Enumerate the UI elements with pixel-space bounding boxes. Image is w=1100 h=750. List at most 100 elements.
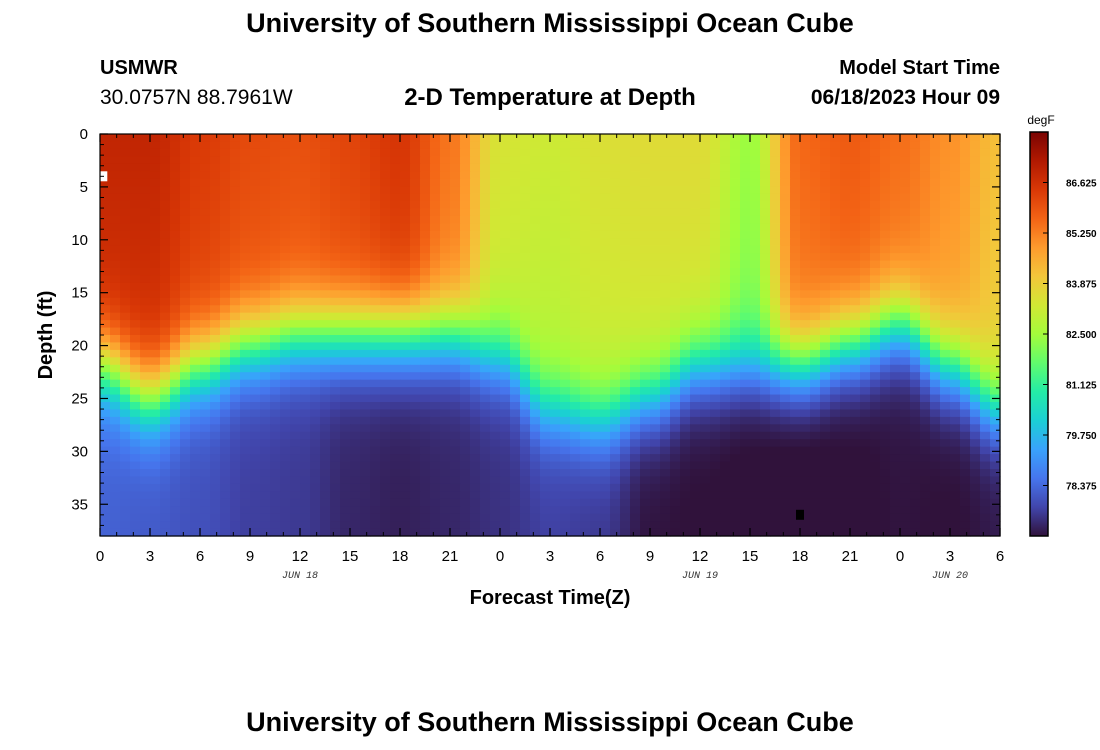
heatmap-cell xyxy=(450,424,461,433)
heatmap-cell xyxy=(800,409,811,418)
heatmap-cell xyxy=(690,469,701,478)
heatmap-cell xyxy=(860,320,871,329)
heatmap-cell xyxy=(980,312,991,321)
heatmap-cell xyxy=(360,372,371,381)
heatmap-cell xyxy=(850,454,861,463)
heatmap-cell xyxy=(800,171,811,180)
heatmap-cell xyxy=(710,230,721,239)
heatmap-cell xyxy=(890,260,901,269)
heatmap-cell xyxy=(510,469,521,478)
heatmap-cell xyxy=(190,253,201,262)
heatmap-cell xyxy=(250,461,261,470)
heatmap-cell xyxy=(390,260,401,269)
heatmap-cell xyxy=(210,416,221,425)
heatmap-cell xyxy=(390,201,401,210)
heatmap-cell xyxy=(550,253,561,262)
heatmap-cell xyxy=(390,320,401,329)
heatmap-cell xyxy=(110,148,121,157)
heatmap-cell xyxy=(280,282,291,291)
heatmap-cell xyxy=(640,297,651,306)
heatmap-cell xyxy=(560,349,571,358)
heatmap-cell xyxy=(640,253,651,262)
heatmap-cell xyxy=(840,424,851,433)
heatmap-cell xyxy=(610,513,621,522)
heatmap-cell xyxy=(520,282,531,291)
heatmap-cell xyxy=(520,201,531,210)
heatmap-cell xyxy=(170,454,181,463)
heatmap-cell xyxy=(730,394,741,403)
heatmap-cell xyxy=(130,275,141,284)
heatmap-cell xyxy=(960,230,971,239)
heatmap-cell xyxy=(240,506,251,515)
heatmap-cell xyxy=(910,521,921,530)
heatmap-cell xyxy=(500,282,511,291)
heatmap-cell xyxy=(780,446,791,455)
heatmap-cell xyxy=(170,134,181,143)
heatmap-cell xyxy=(700,439,711,448)
heatmap-cell xyxy=(310,424,321,433)
heatmap-cell xyxy=(690,506,701,515)
heatmap-cell xyxy=(750,394,761,403)
heatmap-cell xyxy=(900,148,911,157)
heatmap-cell xyxy=(440,439,451,448)
heatmap-cell xyxy=(910,454,921,463)
heatmap-cell xyxy=(460,521,471,530)
heatmap-cell xyxy=(620,416,631,425)
heatmap-cell xyxy=(940,290,951,299)
heatmap-cell xyxy=(220,134,231,143)
heatmap-cell xyxy=(230,148,241,157)
heatmap-cell xyxy=(440,521,451,530)
heatmap-cell xyxy=(980,528,991,537)
heatmap-cell xyxy=(820,335,831,344)
heatmap-cell xyxy=(240,215,251,224)
heatmap-cell xyxy=(480,357,491,366)
heatmap-cell xyxy=(190,506,201,515)
heatmap-cell xyxy=(320,528,331,537)
heatmap-cell xyxy=(960,409,971,418)
heatmap-cell xyxy=(210,148,221,157)
heatmap-cell xyxy=(110,528,121,537)
heatmap-cell xyxy=(160,327,171,336)
heatmap-cell xyxy=(680,230,691,239)
heatmap-cell xyxy=(440,409,451,418)
heatmap-cell xyxy=(400,431,411,440)
heatmap-cell xyxy=(680,342,691,351)
heatmap-cell xyxy=(720,469,731,478)
heatmap-cell xyxy=(660,357,671,366)
heatmap-cell xyxy=(980,424,991,433)
heatmap-cell xyxy=(440,156,451,165)
heatmap-cell xyxy=(660,431,671,440)
heatmap-cell xyxy=(200,297,211,306)
heatmap-cell xyxy=(100,134,111,143)
heatmap-cell xyxy=(620,201,631,210)
heatmap-cell xyxy=(130,498,141,507)
heatmap-cell xyxy=(300,171,311,180)
heatmap-cell xyxy=(570,215,581,224)
heatmap-cell xyxy=(510,230,521,239)
heatmap-cell xyxy=(920,402,931,411)
heatmap-cell xyxy=(510,193,521,202)
x-tick-label: 3 xyxy=(146,548,154,565)
heatmap-cell xyxy=(300,454,311,463)
heatmap-cell xyxy=(500,305,511,314)
heatmap-cell xyxy=(110,215,121,224)
heatmap-cell xyxy=(180,186,191,195)
heatmap-cell xyxy=(250,327,261,336)
heatmap-cell xyxy=(480,163,491,172)
heatmap-cell xyxy=(280,528,291,537)
heatmap-cell xyxy=(760,163,771,172)
heatmap-cell xyxy=(170,439,181,448)
heatmap-cell xyxy=(100,260,111,269)
heatmap-cell xyxy=(930,253,941,262)
heatmap-cell xyxy=(960,282,971,291)
heatmap-cell xyxy=(160,446,171,455)
heatmap-cell xyxy=(550,349,561,358)
heatmap-cell xyxy=(560,439,571,448)
heatmap-cell xyxy=(180,387,191,396)
heatmap-cell xyxy=(310,163,321,172)
x-tick-label: 6 xyxy=(196,548,204,565)
heatmap-cell xyxy=(120,156,131,165)
heatmap-cell xyxy=(430,327,441,336)
heatmap-cell xyxy=(950,201,961,210)
heatmap-cell xyxy=(920,394,931,403)
